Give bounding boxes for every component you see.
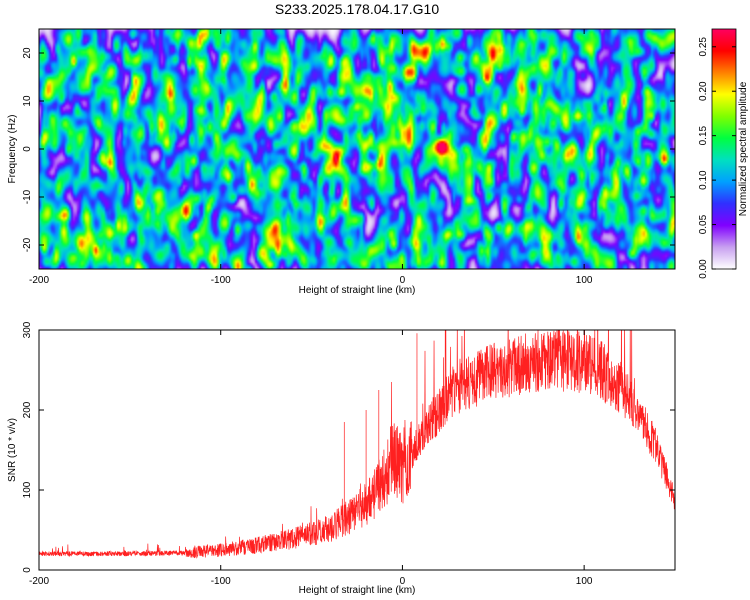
colorbar-tick-label: 0.20: [698, 81, 709, 101]
snr-panel: -200 -100 0 100 300 200 100 0 Height of straig…: [7, 321, 676, 596]
colorbar-label: Normalized spectral amplitude: [738, 81, 749, 216]
heatmap-y-tick-label: 20: [22, 47, 33, 59]
snr-frame: [38, 329, 676, 571]
heatmap-x-tick-label: 100: [576, 275, 593, 286]
snr-y-tick-label: 0: [22, 567, 33, 573]
snr-y-label: SNR (10 * v/v): [7, 418, 18, 482]
heatmap-x-tick-label: -200: [29, 275, 49, 286]
snr-y-ticks: 300 200 100 0: [22, 321, 675, 573]
heatmap-x-label: Height of straight line (km): [299, 285, 416, 296]
colorbar-tick-label: 0.00: [698, 259, 709, 279]
snr-x-tick-label: 0: [400, 576, 406, 587]
heatmap-x-tick-label: 0: [400, 275, 406, 286]
heatmap-y-tick-label: -20: [22, 237, 33, 252]
heatmap-x-ticks: -200 -100 0 100: [29, 29, 593, 286]
colorbar-tick-label: 0.15: [698, 125, 709, 145]
snr-x-tick-label: 100: [576, 576, 593, 587]
heatmap-y-tick-label: 10: [22, 95, 33, 107]
colorbar-gradient: [711, 28, 737, 270]
snr-x-ticks: -200 -100 0 100: [29, 330, 593, 587]
colorbar-tick-label: 0.10: [698, 170, 709, 190]
heatmap-y-tick-label: 0: [22, 146, 33, 152]
snr-x-tick-label: -100: [211, 576, 231, 587]
heatmap-y-label: Frequency (Hz): [7, 115, 18, 184]
colorbar: 0.00 0.05 0.10 0.15 0.20 0.25 Normalized spec…: [698, 28, 749, 279]
chart-title: S233.2025.178.04.17.G10: [275, 1, 439, 17]
snr-y-tick-label: 200: [22, 401, 33, 418]
colorbar-ticks: 0.00 0.05 0.10 0.15 0.20 0.25: [698, 37, 736, 279]
heatmap-x-tick-label: -100: [211, 275, 231, 286]
snr-y-tick-label: 100: [22, 481, 33, 498]
heatmap-y-tick-label: -10: [22, 189, 33, 204]
snr-x-tick-label: -200: [29, 576, 49, 587]
colorbar-tick-label: 0.25: [698, 37, 709, 57]
snr-x-label: Height of straight line (km): [299, 585, 416, 596]
heatmap-image: [39, 29, 675, 269]
snr-series-line: [39, 330, 675, 559]
snr-y-tick-label: 300: [22, 321, 33, 338]
colorbar-tick-label: 0.05: [698, 214, 709, 234]
heatmap-y-ticks: 20 10 0 -10 -20: [22, 47, 675, 252]
